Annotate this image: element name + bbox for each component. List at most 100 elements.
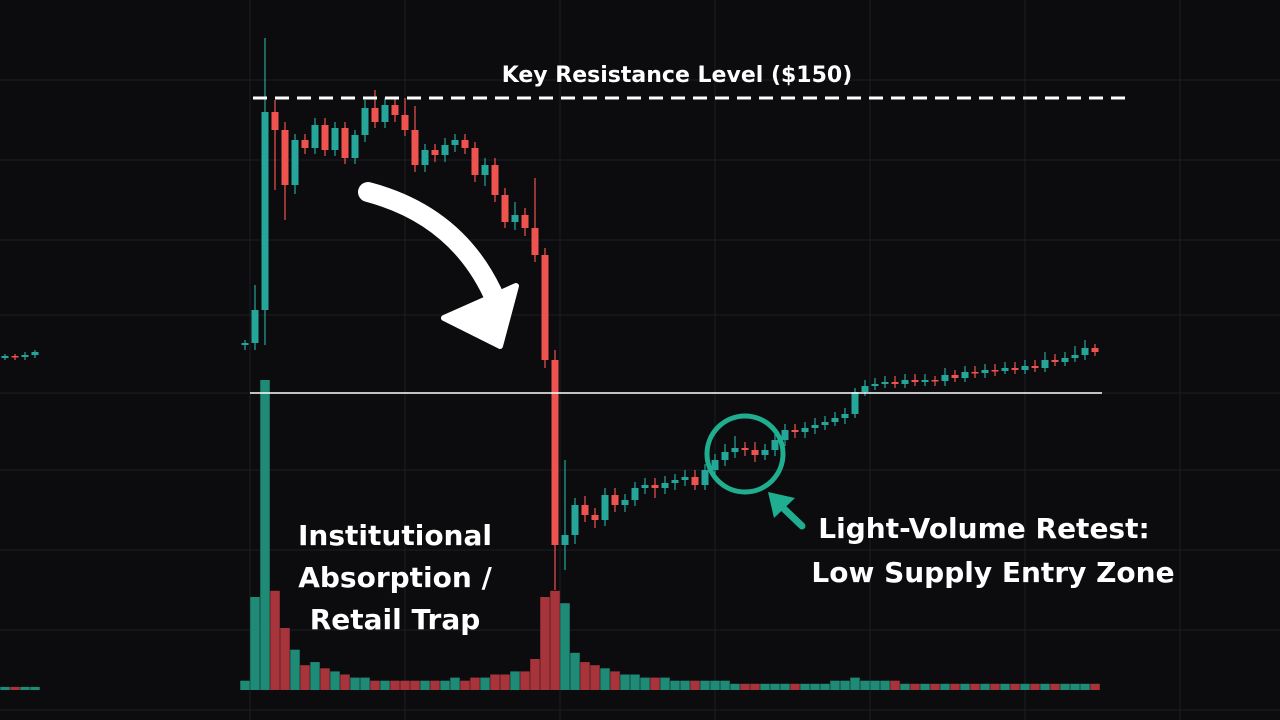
volume-bar [470, 677, 480, 690]
volume-bar [740, 683, 750, 690]
candle-body [671, 480, 679, 483]
candle-body [951, 375, 959, 378]
candle-body [1091, 348, 1099, 352]
volume-bar [360, 677, 370, 690]
candle-body [801, 428, 809, 432]
candle-body [1081, 348, 1089, 355]
candle-body [851, 392, 859, 414]
volume-bar [900, 683, 910, 690]
candle-body [611, 495, 619, 505]
candle-body [991, 370, 999, 372]
candle-body [891, 382, 899, 384]
candle-body [581, 505, 589, 515]
volume-bar [980, 683, 990, 690]
candle-body [961, 372, 969, 378]
volume-bar [490, 674, 500, 690]
candle-body [1, 356, 9, 358]
volume-bar [590, 665, 600, 690]
volume-bar [520, 671, 530, 690]
candle-layer [1, 38, 1099, 590]
volume-bar [10, 686, 20, 690]
volume-bar [480, 677, 490, 690]
retest-arrow-head [768, 492, 795, 518]
volume-layer [0, 380, 1100, 690]
candle-body [651, 485, 659, 488]
volume-bar [570, 652, 580, 690]
candle-body [531, 228, 539, 255]
volume-bar [1090, 683, 1100, 690]
volume-bar [370, 680, 380, 690]
volume-bar [530, 659, 540, 690]
candle-body [571, 505, 579, 535]
candle-body [251, 310, 259, 343]
candle-body [431, 150, 439, 155]
volume-bar [380, 680, 390, 690]
volume-bar [1000, 683, 1010, 690]
candle-body [681, 477, 689, 480]
candle-body [541, 255, 549, 360]
volume-bar [990, 683, 1000, 690]
candle-body [731, 448, 739, 452]
volume-bar [670, 680, 680, 690]
volume-bar [580, 662, 590, 690]
candle-body [721, 452, 729, 460]
candle-body [361, 108, 369, 135]
candle-body [311, 125, 319, 148]
candle-body [941, 375, 949, 381]
volume-bar [0, 686, 10, 690]
volume-bar [690, 680, 700, 690]
candle-body [1001, 368, 1009, 371]
volume-bar [350, 677, 360, 690]
volume-bar [1040, 683, 1050, 690]
resistance-label: Key Resistance Level ($150) [502, 63, 853, 88]
overlay: Key Resistance Level ($150) Institutiona… [250, 63, 1175, 636]
volume-bar [390, 680, 400, 690]
volume-bar [240, 680, 250, 690]
candle-body [301, 140, 309, 148]
candle-body [791, 430, 799, 432]
candle-body [31, 352, 39, 355]
annotation-line: Absorption / [298, 561, 492, 594]
volume-bar [790, 683, 800, 690]
volume-bar [700, 680, 710, 690]
volume-bar [270, 590, 280, 690]
volume-bar [1070, 683, 1080, 690]
candle-body [641, 485, 649, 488]
volume-bar [640, 677, 650, 690]
volume-bar [510, 671, 520, 690]
candle-body [631, 488, 639, 500]
volume-bar [920, 683, 930, 690]
volume-bar [250, 597, 260, 690]
volume-bar [630, 674, 640, 690]
candle-body [591, 515, 599, 520]
candle-body [761, 450, 769, 455]
candle-body [371, 108, 379, 122]
candle-body [1011, 368, 1019, 370]
volume-bar [800, 683, 810, 690]
candle-body [271, 112, 279, 130]
volume-bar [650, 677, 660, 690]
retest-circle [704, 413, 786, 495]
volume-bar [290, 649, 300, 690]
volume-bar [1010, 683, 1020, 690]
candle-body [391, 105, 399, 115]
volume-bar [970, 683, 980, 690]
annotation-line: Low Supply Entry Zone [811, 556, 1174, 589]
volume-bar [330, 671, 340, 690]
volume-bar [1030, 683, 1040, 690]
volume-bar [780, 683, 790, 690]
volume-bar [760, 683, 770, 690]
volume-bar [560, 603, 570, 690]
candle-body [321, 125, 329, 150]
candle-body [381, 105, 389, 122]
candle-body [931, 380, 939, 382]
candle-body [351, 135, 359, 158]
volume-bar [810, 683, 820, 690]
volume-bar [440, 680, 450, 690]
volume-bar [540, 597, 550, 690]
candle-body [911, 380, 919, 382]
candle-body [561, 535, 569, 545]
candle-body [741, 448, 749, 450]
